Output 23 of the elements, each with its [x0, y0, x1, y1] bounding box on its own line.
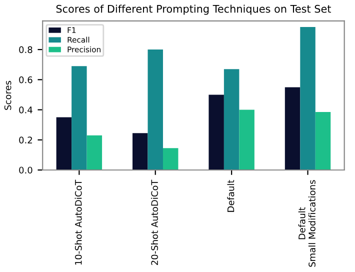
bar [239, 110, 254, 170]
bar [208, 94, 224, 170]
bar [132, 133, 148, 170]
bar [284, 87, 300, 170]
y-tick-label: 0.0 [19, 166, 32, 174]
bar [224, 69, 240, 170]
bar [300, 26, 316, 170]
bar [315, 112, 331, 170]
chart-title: Scores of Different Prompting Techniques on Test Set [56, 4, 332, 15]
y-tick-label: 0.6 [19, 76, 32, 84]
y-tick-label: 0.8 [19, 46, 32, 54]
bar [72, 66, 87, 170]
x-tick-label: 10-Shot AutoDiCoT [74, 180, 82, 265]
x-tick-label: Default [227, 180, 234, 212]
bar [162, 148, 178, 170]
y-tick-label: 0.2 [19, 136, 32, 144]
y-axis-title: Scores [4, 80, 12, 110]
bar [148, 50, 163, 170]
bar [86, 135, 102, 170]
x-tick-label: Default Small Modifications [298, 180, 316, 267]
bar [56, 117, 72, 170]
x-tick-label: 20-Shot AutoDiCoT [151, 180, 158, 265]
y-tick-label: 0.4 [19, 106, 32, 114]
